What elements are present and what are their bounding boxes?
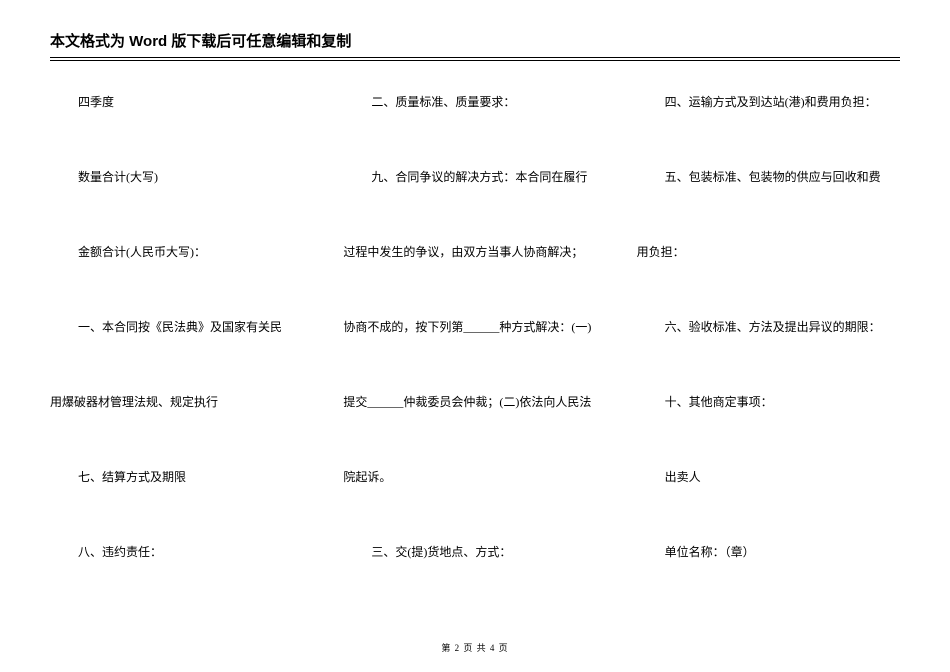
text-line: 一、本合同按《民法典》及国家有关民 <box>50 314 313 389</box>
text-line: 六、验收标准、方法及提出异议的期限： <box>637 314 900 389</box>
header-divider <box>50 60 900 61</box>
text-line: 出卖人 <box>637 464 900 539</box>
column-3: 四、运输方式及到达站(港)和费用负担： 五、包装标准、包装物的供应与回收和费 用… <box>637 89 900 614</box>
text-line: 七、结算方式及期限 <box>50 464 313 539</box>
column-2: 二、质量标准、质量要求： 九、合同争议的解决方式：本合同在履行 过程中发生的争议… <box>343 89 606 614</box>
column-1: 四季度 数量合计(大写) 金额合计(人民币大写)： 一、本合同按《民法典》及国家… <box>50 89 313 614</box>
text-line: 四、运输方式及到达站(港)和费用负担： <box>637 89 900 164</box>
document-page: 本文格式为 Word 版下载后可任意编辑和复制 四季度 数量合计(大写) 金额合… <box>0 0 950 614</box>
text-line: 单位名称：（章） <box>637 539 900 614</box>
text-line: 提交______仲裁委员会仲裁；(二)依法向人民法 <box>343 389 606 464</box>
page-header-title: 本文格式为 Word 版下载后可任意编辑和复制 <box>50 30 900 58</box>
text-line: 院起诉。 <box>343 464 606 539</box>
text-line: 十、其他商定事项： <box>637 389 900 464</box>
text-line: 用负担： <box>637 239 900 314</box>
page-footer: 第 2 页 共 4 页 <box>0 641 950 654</box>
text-line: 数量合计(大写) <box>50 164 313 239</box>
text-line: 二、质量标准、质量要求： <box>343 89 606 164</box>
text-line: 四季度 <box>50 89 313 164</box>
content-grid: 四季度 数量合计(大写) 金额合计(人民币大写)： 一、本合同按《民法典》及国家… <box>50 89 900 614</box>
text-line: 三、交(提)货地点、方式： <box>343 539 606 614</box>
text-line: 八、违约责任： <box>50 539 313 614</box>
text-line: 用爆破器材管理法规、规定执行 <box>50 389 313 464</box>
text-line: 协商不成的，按下列第______种方式解决：(一) <box>343 314 606 389</box>
text-line: 过程中发生的争议，由双方当事人协商解决； <box>343 239 606 314</box>
text-line: 金额合计(人民币大写)： <box>50 239 313 314</box>
text-line: 九、合同争议的解决方式：本合同在履行 <box>343 164 606 239</box>
text-line: 五、包装标准、包装物的供应与回收和费 <box>637 164 900 239</box>
